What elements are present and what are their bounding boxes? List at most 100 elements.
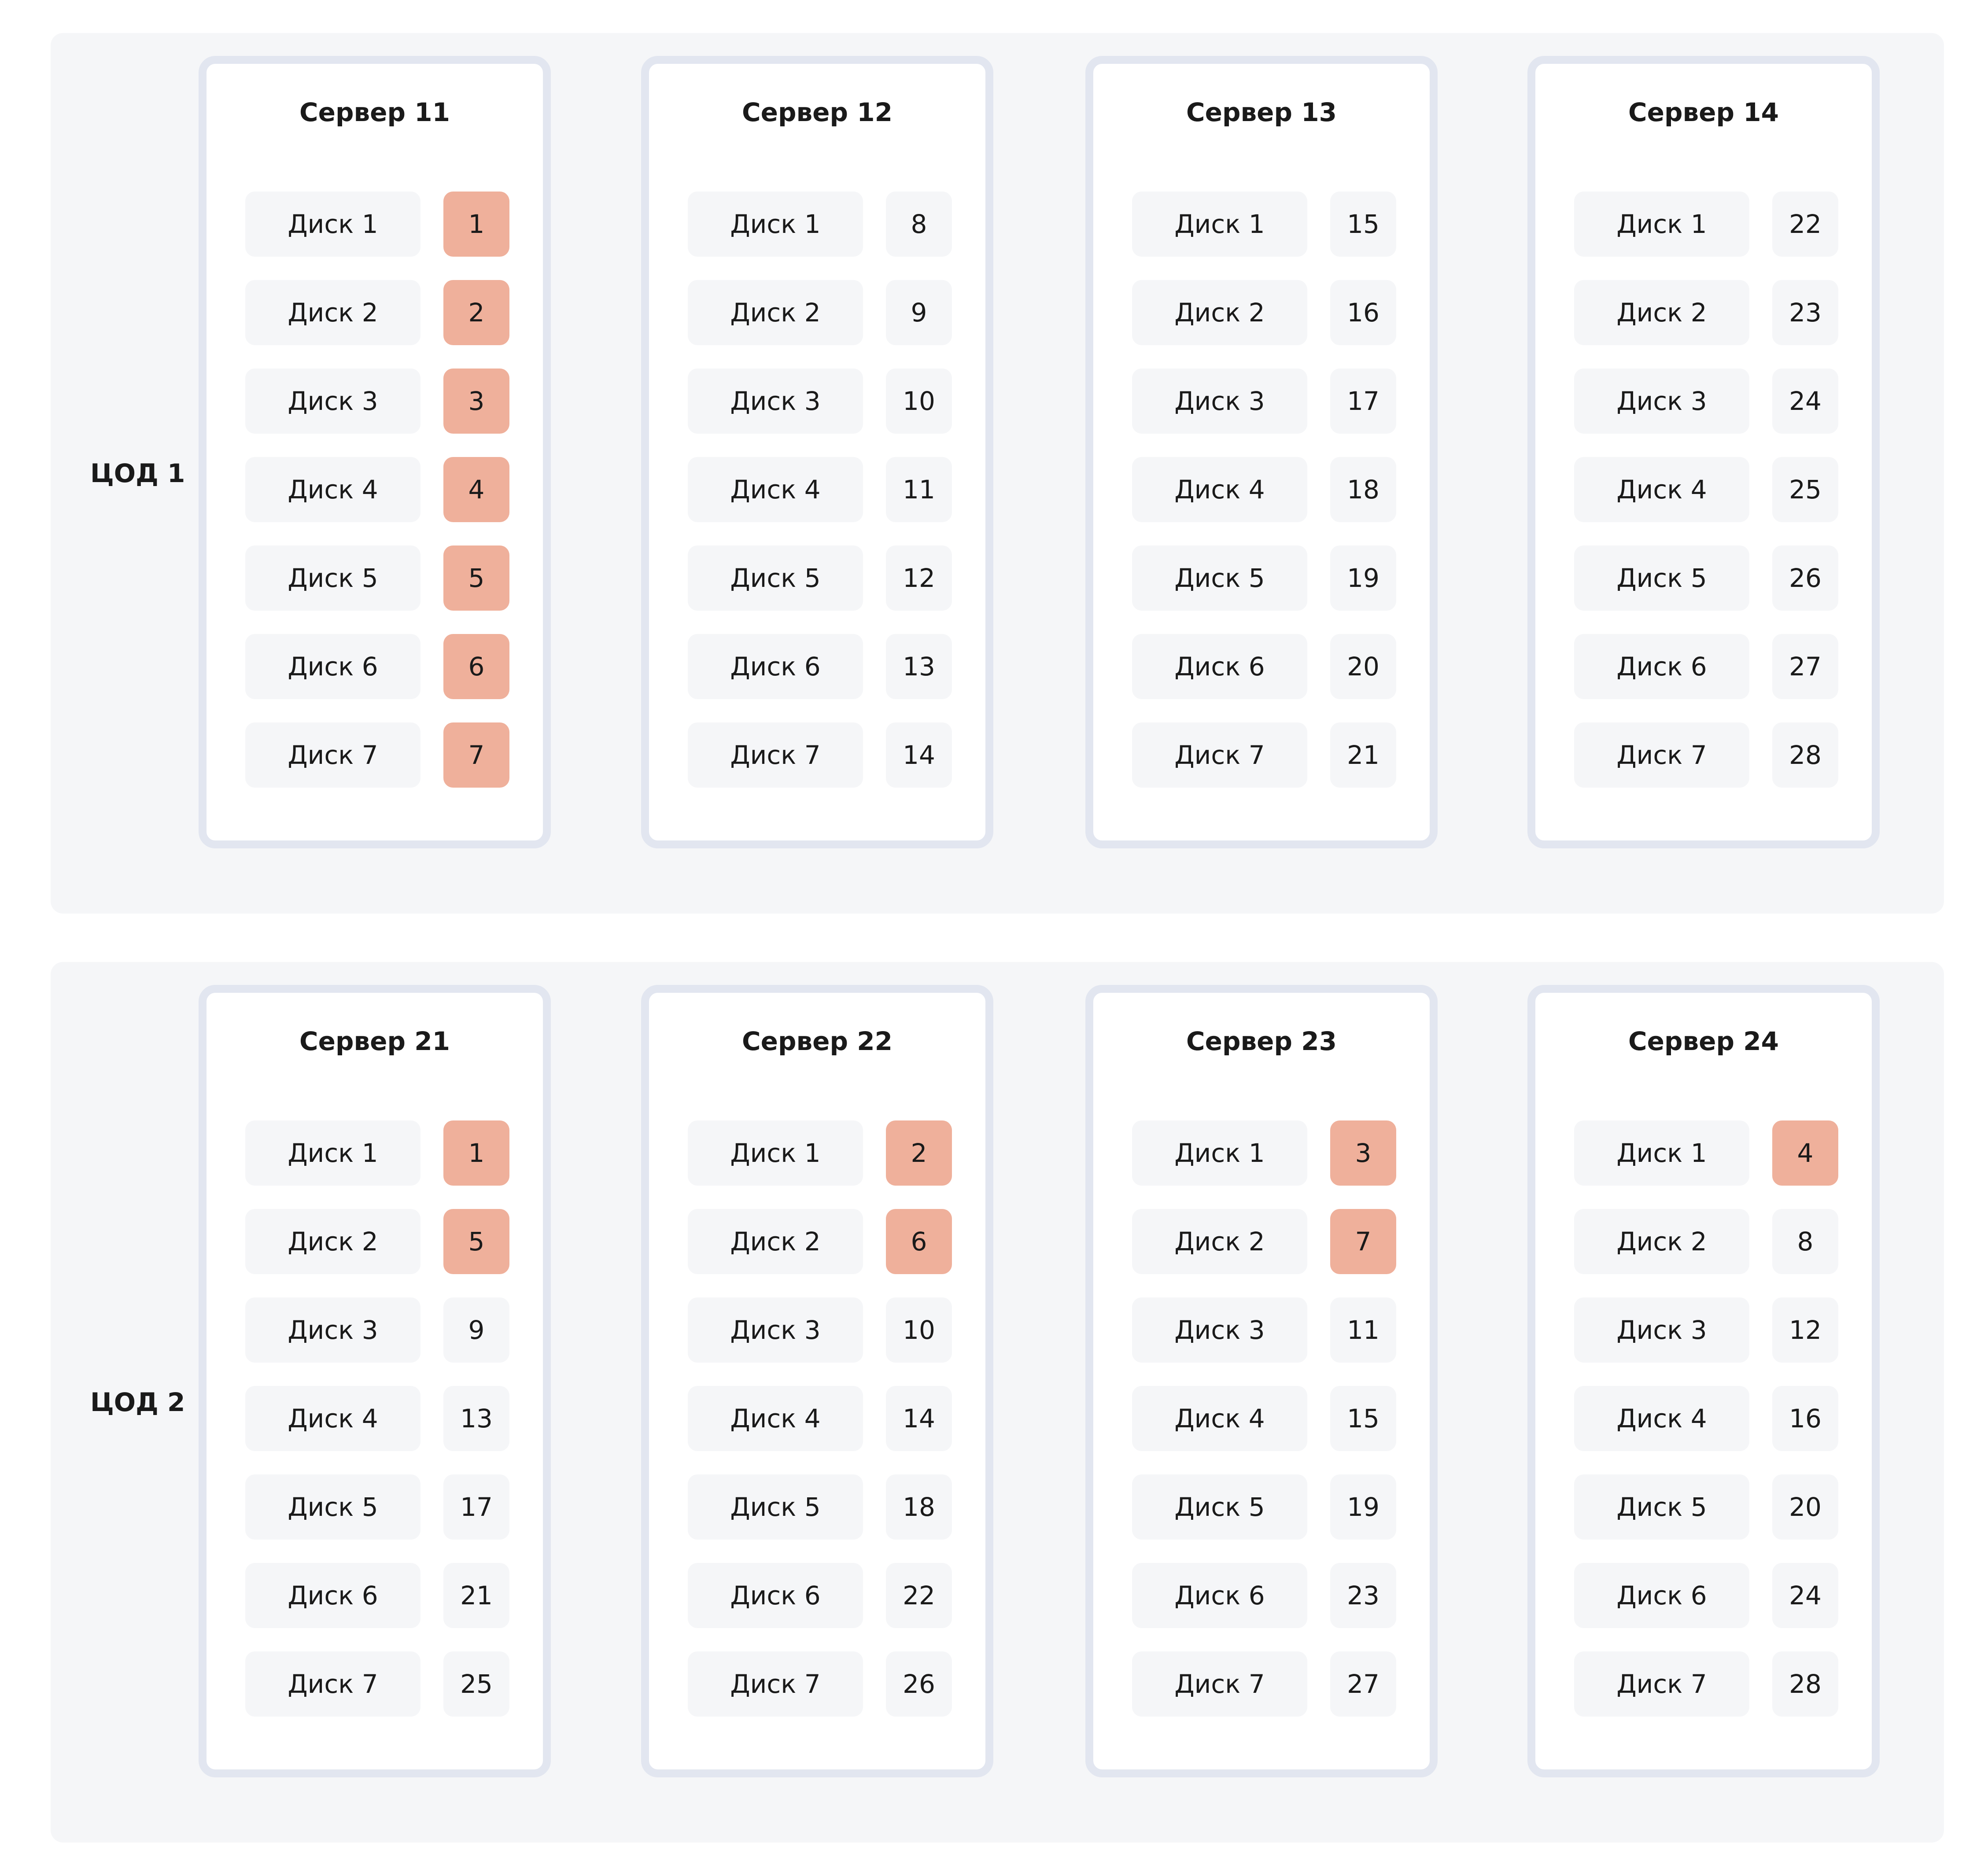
disk-label: Диск 5 xyxy=(1574,545,1749,611)
disk-row: Диск 3 24 xyxy=(1574,369,1838,434)
server-card: Сервер 22 Диск 1 2 Диск 2 6 Диск 3 10 Диск … xyxy=(641,985,993,1777)
server-title: Сервер 24 xyxy=(1628,1026,1779,1056)
data-block: 16 xyxy=(1330,280,1396,345)
disk-label: Диск 7 xyxy=(1132,1651,1307,1717)
disk-label: Диск 2 xyxy=(688,1209,863,1274)
disk-label: Диск 4 xyxy=(1574,457,1749,522)
data-block: 18 xyxy=(886,1474,952,1540)
data-block: 4 xyxy=(443,457,509,522)
disk-row: Диск 4 15 xyxy=(1132,1386,1396,1451)
data-block: 5 xyxy=(443,545,509,611)
disk-label: Диск 4 xyxy=(1574,1386,1749,1451)
data-block: 9 xyxy=(443,1297,509,1363)
disk-row: Диск 3 17 xyxy=(1132,369,1396,434)
disk-label: Диск 1 xyxy=(245,192,420,257)
data-block: 9 xyxy=(886,280,952,345)
server-card: Сервер 21 Диск 1 1 Диск 2 5 Диск 3 9 Диск 4… xyxy=(199,985,551,1777)
disk-label: Диск 1 xyxy=(1132,192,1307,257)
server-title: Сервер 13 xyxy=(1186,97,1337,127)
server-title: Сервер 21 xyxy=(299,1026,450,1056)
disk-row: Диск 6 27 xyxy=(1574,634,1838,699)
disk-row: Диск 7 27 xyxy=(1132,1651,1396,1717)
disk-label: Диск 2 xyxy=(1132,1209,1307,1274)
data-block: 5 xyxy=(443,1209,509,1274)
disk-row: Диск 6 24 xyxy=(1574,1563,1838,1628)
disk-label: Диск 1 xyxy=(1574,192,1749,257)
data-block: 20 xyxy=(1330,634,1396,699)
server-card: Сервер 11 Диск 1 1 Диск 2 2 Диск 3 3 Диск 4… xyxy=(199,56,551,848)
data-block: 14 xyxy=(886,1386,952,1451)
disk-label: Диск 5 xyxy=(1574,1474,1749,1540)
data-block: 25 xyxy=(443,1651,509,1717)
disk-row: Диск 3 10 xyxy=(688,1297,952,1363)
data-block: 7 xyxy=(443,722,509,788)
data-block: 4 xyxy=(1772,1120,1838,1186)
disk-row: Диск 5 5 xyxy=(245,545,509,611)
disk-row: Диск 7 26 xyxy=(688,1651,952,1717)
disk-row: Диск 3 3 xyxy=(245,369,509,434)
disk-row: Диск 4 4 xyxy=(245,457,509,522)
data-block: 13 xyxy=(443,1386,509,1451)
disk-row: Диск 2 9 xyxy=(688,280,952,345)
server-title: Сервер 12 xyxy=(742,97,893,127)
disk-row: Диск 1 1 xyxy=(245,1120,509,1186)
disk-row: Диск 2 16 xyxy=(1132,280,1396,345)
disk-row: Диск 5 19 xyxy=(1132,1474,1396,1540)
disk-row: Диск 3 9 xyxy=(245,1297,509,1363)
datacenter-panel: ЦОД 1 Сервер 11 Диск 1 1 Диск 2 2 Диск 3 3 … xyxy=(51,33,1944,914)
data-block: 26 xyxy=(1772,545,1838,611)
disk-row: Диск 1 3 xyxy=(1132,1120,1396,1186)
disk-row: Диск 7 28 xyxy=(1574,1651,1838,1717)
data-block: 16 xyxy=(1772,1386,1838,1451)
data-block: 22 xyxy=(1772,192,1838,257)
disk-row: Диск 2 7 xyxy=(1132,1209,1396,1274)
datacenter-label: ЦОД 1 xyxy=(90,458,185,488)
disk-row: Диск 2 8 xyxy=(1574,1209,1838,1274)
disk-label: Диск 2 xyxy=(1574,280,1749,345)
datacenter-panel: ЦОД 2 Сервер 21 Диск 1 1 Диск 2 5 Диск 3 9 … xyxy=(51,962,1944,1843)
disk-row: Диск 7 7 xyxy=(245,722,509,788)
data-block: 27 xyxy=(1330,1651,1396,1717)
disk-row: Диск 4 25 xyxy=(1574,457,1838,522)
disk-label: Диск 6 xyxy=(1132,634,1307,699)
disk-row: Диск 6 23 xyxy=(1132,1563,1396,1628)
disk-row: Диск 6 21 xyxy=(245,1563,509,1628)
disk-row: Диск 3 12 xyxy=(1574,1297,1838,1363)
disk-label: Диск 7 xyxy=(245,1651,420,1717)
disk-label: Диск 5 xyxy=(1132,545,1307,611)
data-block: 19 xyxy=(1330,545,1396,611)
disk-label: Диск 6 xyxy=(245,634,420,699)
disk-row: Диск 2 23 xyxy=(1574,280,1838,345)
data-block: 24 xyxy=(1772,369,1838,434)
disk-label: Диск 4 xyxy=(1132,457,1307,522)
disk-label: Диск 2 xyxy=(1574,1209,1749,1274)
disk-row: Диск 4 11 xyxy=(688,457,952,522)
disk-row: Диск 6 22 xyxy=(688,1563,952,1628)
server-title: Сервер 14 xyxy=(1628,97,1779,127)
disk-label: Диск 5 xyxy=(245,1474,420,1540)
disk-row: Диск 6 13 xyxy=(688,634,952,699)
data-block: 8 xyxy=(1772,1209,1838,1274)
disk-label: Диск 4 xyxy=(245,1386,420,1451)
disk-row: Диск 7 21 xyxy=(1132,722,1396,788)
disk-label: Диск 6 xyxy=(1574,634,1749,699)
data-block: 11 xyxy=(1330,1297,1396,1363)
data-block: 23 xyxy=(1330,1563,1396,1628)
data-block: 28 xyxy=(1772,1651,1838,1717)
disk-row: Диск 4 18 xyxy=(1132,457,1396,522)
disk-row: Диск 6 6 xyxy=(245,634,509,699)
disk-label: Диск 6 xyxy=(1574,1563,1749,1628)
disk-row: Диск 7 28 xyxy=(1574,722,1838,788)
disk-row: Диск 1 2 xyxy=(688,1120,952,1186)
data-block: 15 xyxy=(1330,1386,1396,1451)
data-block: 6 xyxy=(443,634,509,699)
data-block: 22 xyxy=(886,1563,952,1628)
disk-row: Диск 1 4 xyxy=(1574,1120,1838,1186)
server-title: Сервер 22 xyxy=(742,1026,893,1056)
data-block: 11 xyxy=(886,457,952,522)
data-block: 25 xyxy=(1772,457,1838,522)
data-block: 3 xyxy=(443,369,509,434)
data-block: 1 xyxy=(443,192,509,257)
data-block: 24 xyxy=(1772,1563,1838,1628)
disk-label: Диск 5 xyxy=(688,1474,863,1540)
